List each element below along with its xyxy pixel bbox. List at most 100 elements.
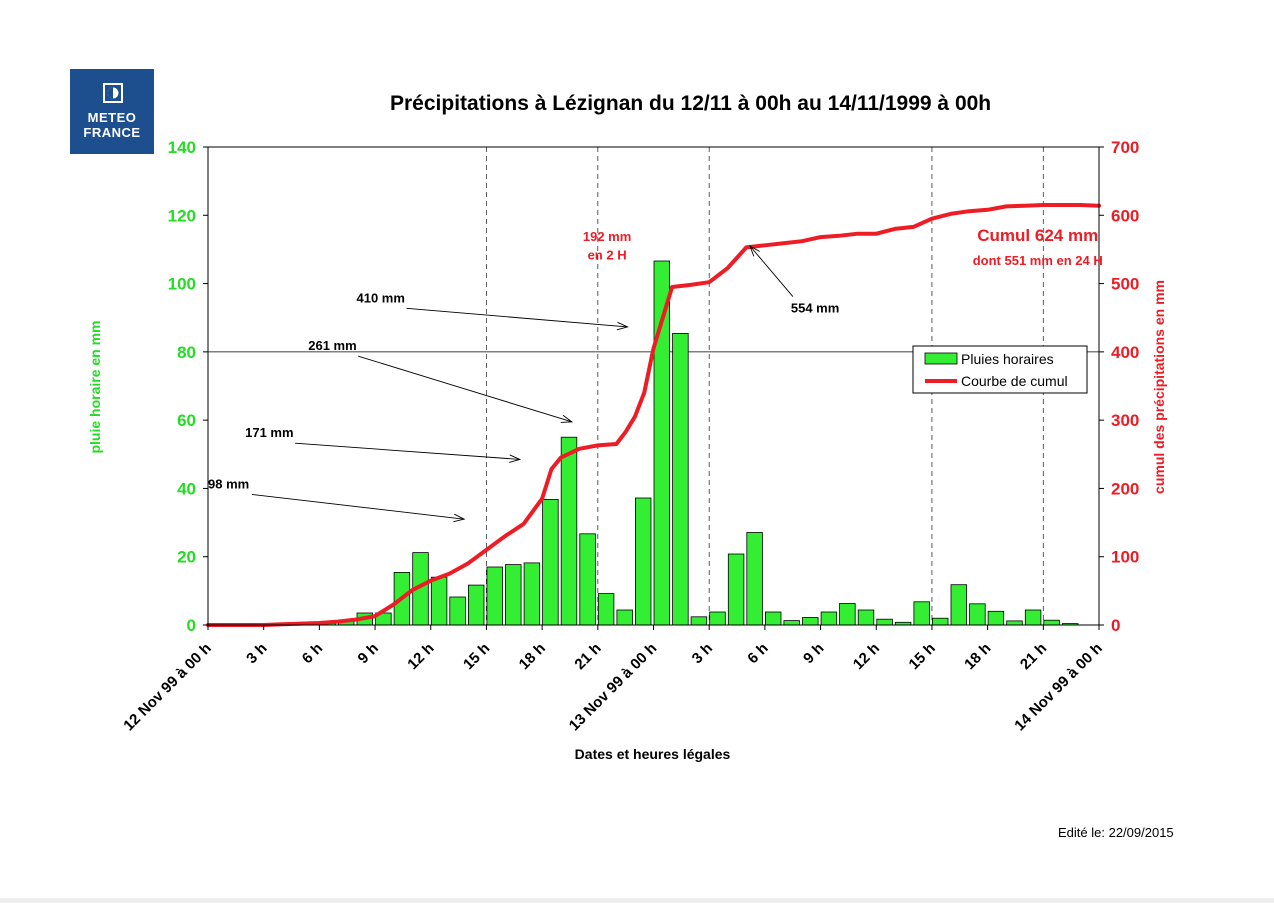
chart-title: Précipitations à Lézignan du 12/11 à 00h…	[390, 92, 992, 115]
legend-label-line: Courbe de cumul	[961, 373, 1068, 389]
bar	[467, 584, 485, 626]
note-text: en 2 H	[588, 248, 627, 263]
annotation-arrow-line	[406, 307, 628, 328]
bar	[857, 609, 875, 626]
bar	[560, 436, 578, 626]
left-axis-tick-label: 0	[187, 616, 196, 635]
bar	[876, 618, 893, 626]
note-text: 192 mm	[583, 229, 631, 244]
bar	[709, 611, 726, 626]
x-axis-tick-label: 21 h	[1017, 640, 1050, 673]
text-layer: 192 mm en 2 H Cumul 624 mm dont 551 mm en 2…	[583, 226, 1103, 268]
x-axis-tick-label: 9 h	[800, 640, 827, 667]
left-axis-tick-label: 20	[177, 548, 196, 567]
note-text: dont 551 mm en 24 H	[973, 253, 1103, 268]
bar	[597, 593, 615, 626]
bar	[932, 617, 949, 626]
bar	[672, 332, 689, 626]
annotation-label: 98 mm	[208, 476, 249, 491]
cumul-line-layer	[206, 203, 1101, 627]
x-axis-tick-label: 6 h	[299, 640, 326, 667]
legend: Pluies horaires Courbe de cumul	[912, 345, 1088, 394]
x-axis-tick-label: 15 h	[906, 640, 939, 673]
x-axis-tick-label: 18 h	[961, 640, 994, 673]
annotation-arrow-line	[749, 245, 794, 297]
x-axis-tick-label: 21 h	[571, 640, 604, 673]
x-axis-tick-label: 3 h	[243, 640, 270, 667]
bar	[765, 611, 782, 626]
cumul-line	[206, 203, 1101, 627]
left-axis-tick-label: 40	[177, 479, 196, 498]
bar	[486, 566, 503, 626]
annotation-arrow-head	[560, 414, 574, 423]
x-axis-tick-label: 3 h	[689, 640, 716, 667]
bar	[1024, 609, 1042, 626]
left-axis-tick-label: 100	[168, 275, 196, 294]
edit-date: Edité le: 22/09/2015	[1058, 825, 1174, 840]
right-axis-tick-label: 200	[1111, 479, 1139, 498]
annotation-arrow-head	[509, 454, 522, 463]
page-bottom-bar	[0, 898, 1274, 903]
bar	[542, 498, 559, 626]
bar	[783, 620, 800, 626]
bar	[505, 564, 522, 626]
legend-label-bars: Pluies horaires	[961, 351, 1054, 367]
x-axis-tick-label: 6 h	[744, 640, 771, 667]
logo-text-france: FRANCE	[83, 125, 141, 140]
right-axis-tick-label: 100	[1111, 548, 1139, 567]
annotation-label: 261 mm	[308, 338, 356, 353]
x-axis-tick-label: 12 h	[404, 640, 437, 673]
annotation-label: 171 mm	[245, 425, 293, 440]
bar	[746, 532, 763, 626]
bar	[950, 584, 968, 626]
left-axis-title: pluie horaire en mm	[87, 320, 103, 453]
x-axis-tick-label: 15 h	[460, 640, 493, 673]
bar	[987, 610, 1005, 626]
annotation-arrow-line	[251, 493, 465, 520]
left-axis-tick-label: 120	[168, 206, 196, 225]
bar	[820, 611, 838, 626]
bar	[839, 603, 856, 626]
annotation-label: 410 mm	[357, 290, 405, 305]
bar	[449, 596, 466, 626]
right-axis-tick-label: 300	[1111, 411, 1139, 430]
bar	[727, 553, 745, 626]
bar	[1006, 620, 1023, 626]
right-axis-title: cumul des précipitations en mm	[1151, 280, 1167, 494]
annotation-label: 554 mm	[791, 301, 839, 316]
annotation-arrow-head	[616, 321, 629, 331]
bar	[616, 609, 633, 626]
x-axis-tick-label: 18 h	[516, 640, 549, 673]
bar	[690, 616, 708, 626]
right-axis-tick-label: 500	[1111, 275, 1139, 294]
right-axis-tick-label: 600	[1111, 206, 1139, 225]
bar	[579, 533, 596, 626]
x-axis-title: Dates et heures légales	[575, 746, 731, 762]
right-axis-tick-label: 400	[1111, 343, 1139, 362]
annotation-arrow-line	[295, 442, 520, 460]
left-axis-tick-label: 80	[177, 343, 196, 362]
note-text: Cumul 624 mm	[977, 226, 1098, 245]
annotation-arrow-head	[453, 513, 466, 523]
annotation-arrow-head	[749, 245, 760, 257]
annotations-layer: 98 mm 171 mm 261 mm 410 mm 554 mm	[208, 245, 839, 523]
left-axis-tick-label: 60	[177, 411, 196, 430]
logo-text-meteo: METEO	[87, 110, 137, 125]
meteo-france-logo: METEO FRANCE	[70, 69, 154, 154]
bar	[969, 603, 986, 626]
right-axis-tick-label: 0	[1111, 616, 1120, 635]
bar	[635, 497, 652, 626]
bar	[430, 576, 448, 626]
bar	[913, 601, 930, 626]
x-axis-tick-label: 9 h	[355, 640, 382, 667]
bars-layer	[282, 260, 1079, 626]
annotation-arrow-line	[358, 355, 572, 423]
x-axis-tick-label: 12 h	[850, 640, 883, 673]
bar	[1043, 619, 1060, 626]
left-axis-tick-label: 140	[168, 138, 196, 157]
meteo-france-emblem-icon	[103, 83, 123, 103]
x-axis-tick-label: 12 Nov 99 à 00 h	[120, 640, 215, 735]
bar	[802, 617, 819, 626]
bar	[523, 562, 541, 626]
